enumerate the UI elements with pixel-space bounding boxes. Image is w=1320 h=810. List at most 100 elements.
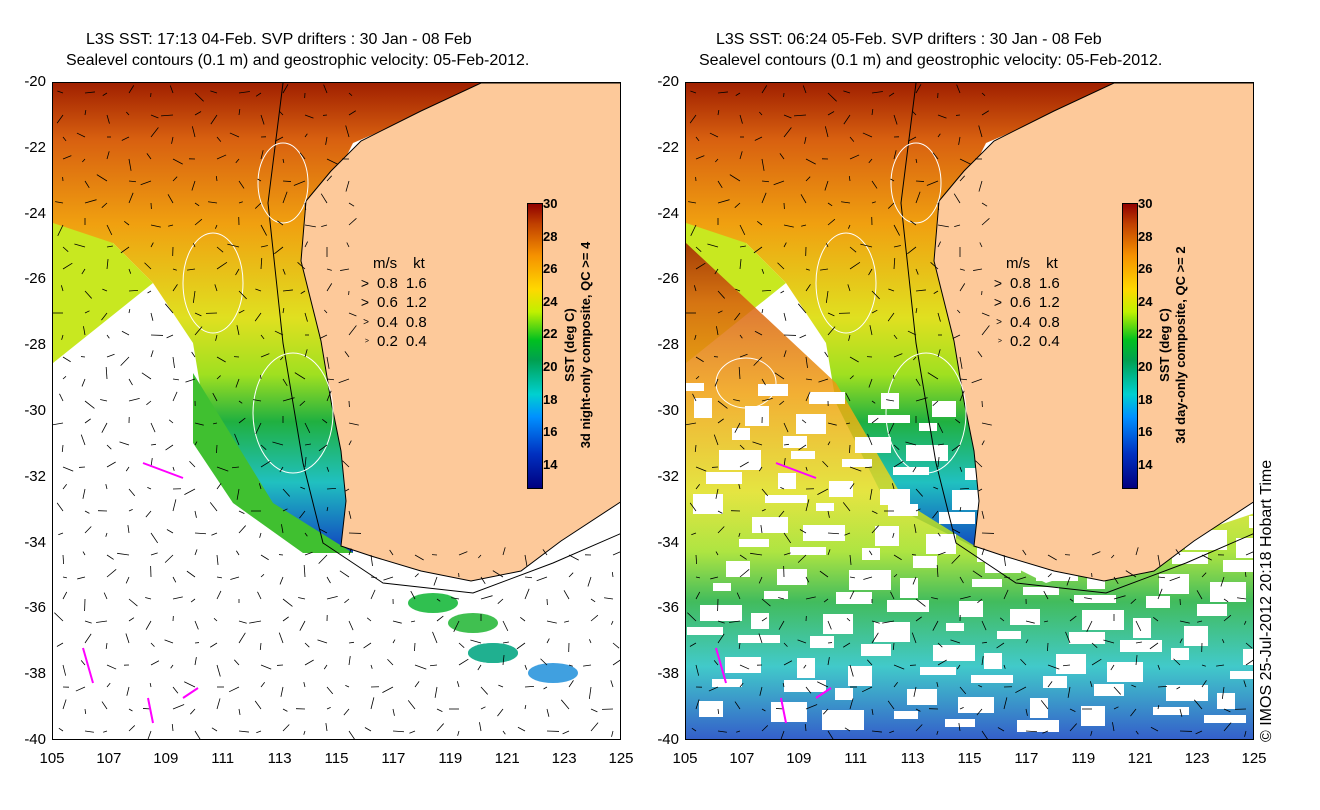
velocity-arrow: [783, 443, 790, 446]
velocity-arrow: [294, 372, 306, 380]
velocity-arrow: [1153, 616, 1159, 622]
velocity-arrow: [761, 268, 765, 274]
velocity-arrow: [739, 568, 750, 578]
velocity-arrow: [1125, 570, 1137, 578]
colorbar-tick-label: 26: [543, 261, 558, 277]
velocity-arrow: [128, 192, 134, 204]
velocity-arrow: [952, 334, 961, 339]
velocity-arrow: [282, 308, 285, 314]
velocity-arrow: [82, 488, 86, 499]
velocity-arrow: [1065, 631, 1071, 644]
legend-ms: 0.2: [1010, 333, 1031, 350]
velocity-arrow: [689, 114, 697, 124]
velocity-arrow: [886, 399, 895, 402]
right-map-panel: [685, 82, 1254, 740]
velocity-arrow: [761, 509, 766, 512]
velocity-arrow: [971, 378, 983, 384]
cloud-gap: [1159, 574, 1189, 594]
velocity-arrow: [304, 349, 308, 358]
cloud-gap: [803, 525, 845, 541]
velocity-arrow: [238, 201, 243, 204]
velocity-arrow: [981, 202, 988, 207]
velocity-arrow: [370, 589, 376, 600]
velocity-arrow: [1113, 576, 1119, 584]
velocity-arrow: [364, 727, 372, 732]
cloud-gap: [1249, 516, 1253, 528]
velocity-arrow: [80, 434, 86, 446]
cloud-gap: [894, 711, 918, 719]
cloud-gap: [823, 614, 853, 634]
velocity-arrow: [780, 730, 785, 739]
sealevel-contour: [182, 232, 244, 334]
velocity-arrow: [210, 114, 218, 125]
velocity-arrow: [497, 598, 504, 604]
velocity-arrow: [189, 460, 196, 468]
velocity-arrow: [912, 576, 917, 585]
velocity-arrow: [978, 488, 983, 492]
velocity-arrow: [959, 576, 964, 584]
cloud-gap: [1171, 648, 1189, 660]
velocity-arrow: [191, 351, 196, 358]
x-tick-label: 119: [438, 750, 463, 767]
velocity-arrow: [738, 484, 741, 490]
drifter-track: [780, 697, 787, 724]
sealevel-contour: [252, 352, 334, 474]
velocity-arrow: [695, 155, 705, 160]
velocity-arrow: [1043, 590, 1049, 600]
velocity-arrow: [959, 595, 971, 600]
velocity-arrow: [338, 378, 350, 384]
velocity-arrow: [893, 224, 900, 236]
velocity-arrow: [326, 158, 338, 165]
velocity-arrow: [260, 150, 264, 160]
velocity-arrow: [191, 180, 196, 191]
velocity-arrow: [753, 356, 763, 366]
velocity-arrow: [323, 84, 328, 94]
velocity-arrow: [254, 312, 262, 322]
velocity-arrow: [304, 202, 307, 211]
velocity-arrow: [277, 220, 284, 226]
velocity-arrow: [282, 180, 292, 182]
cloud-gap: [1204, 715, 1246, 723]
velocity-arrow: [543, 686, 548, 690]
velocity-arrow: [1222, 639, 1225, 644]
velocity-arrow: [1221, 686, 1225, 699]
velocity-arrow: [102, 288, 108, 292]
velocity-arrow: [150, 242, 154, 248]
velocity-arrow: [1157, 576, 1166, 579]
velocity-arrow: [868, 158, 873, 164]
velocity-arrow: [120, 246, 130, 254]
velocity-arrow: [211, 532, 218, 536]
velocity-arrow: [210, 90, 218, 94]
cloud-gap: [893, 467, 929, 475]
velocity-arrow: [344, 351, 350, 358]
velocity-arrow: [804, 136, 807, 144]
velocity-arrow: [871, 525, 879, 534]
velocity-arrow: [1244, 730, 1247, 737]
velocity-arrow: [101, 422, 108, 433]
velocity-arrow: [864, 466, 873, 469]
velocity-arrow: [778, 510, 785, 518]
velocity-arrow: [936, 682, 939, 688]
velocity-arrow: [956, 664, 961, 670]
velocity-arrow: [849, 664, 854, 677]
x-tick-label: 109: [153, 750, 179, 767]
velocity-arrow: [304, 312, 308, 322]
velocity-arrow: [57, 224, 64, 236]
velocity-arrow: [915, 180, 925, 182]
velocity-arrow: [690, 224, 697, 236]
velocity-arrow: [1244, 620, 1247, 625]
velocity-arrow: [436, 708, 443, 712]
velocity-arrow: [1223, 708, 1231, 713]
velocity-arrow: [890, 178, 895, 182]
legend-kt: 0.8: [405, 313, 427, 331]
velocity-arrow: [981, 92, 986, 96]
velocity-arrow: [978, 125, 983, 138]
velocity-arrow: [695, 664, 700, 676]
velocity-arrow: [780, 290, 785, 294]
velocity-arrow: [1090, 730, 1093, 736]
velocity-arrow: [937, 312, 941, 322]
velocity-arrow: [977, 351, 983, 358]
velocity-arrow: [955, 418, 961, 424]
velocity-arrow: [694, 334, 697, 340]
sst-warm-region: [53, 83, 493, 553]
